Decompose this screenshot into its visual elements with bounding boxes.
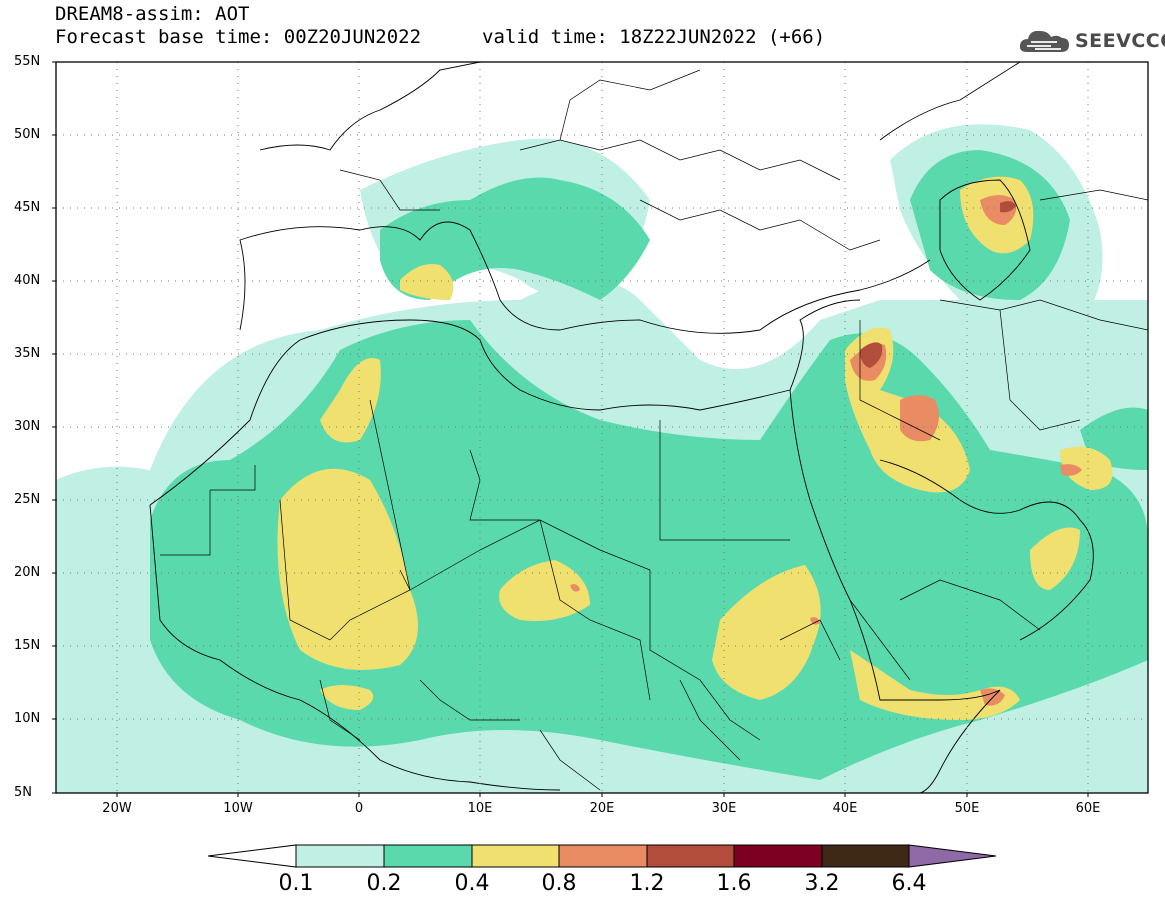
lat-label: 50N (14, 127, 41, 142)
lat-label: 40N (14, 273, 41, 288)
lat-label: 15N (14, 638, 41, 653)
lat-label: 30N (14, 419, 41, 434)
colorbar-under-arrow (207, 844, 297, 868)
lat-label: 10N (14, 711, 41, 726)
lat-label: 55N (14, 54, 41, 69)
lon-label: 10W (223, 801, 253, 816)
colorbar-swatch-0.8 (558, 844, 648, 868)
lon-label: 20W (102, 801, 132, 816)
logo-text: SEEVCCC (1075, 30, 1165, 52)
lat-label: 20N (14, 565, 41, 580)
colorbar-label: 3.2 (804, 871, 840, 896)
axis-ticks (52, 61, 1089, 797)
colorbar-swatch-1.6 (733, 844, 823, 868)
seevccc-logo: SEEVCCC (1017, 26, 1165, 56)
lon-label: 30E (711, 801, 737, 816)
country-borders (160, 69, 1148, 791)
colorbar-label: 0.1 (278, 871, 314, 896)
lon-label: 40E (832, 801, 858, 816)
colorbar-swatch-0.4 (471, 844, 560, 868)
lon-label: 50E (954, 801, 980, 816)
forecast-base-time: Forecast base time: 00Z20JUN2022 (55, 26, 422, 48)
colorbar (207, 844, 997, 868)
map-title: DREAM8-assim: AOT (55, 3, 250, 25)
colorbar-swatch-0.2 (383, 844, 473, 868)
lat-label: 35N (14, 346, 41, 361)
lon-label: 0 (354, 801, 364, 816)
valid-time: valid time: 18Z22JUN2022 (+66) (482, 26, 826, 48)
colorbar-swatch-1.2 (646, 844, 735, 868)
colorbar-label: 0.2 (366, 871, 402, 896)
aot-level-0.4 (277, 176, 1113, 720)
colorbar-label: 0.8 (541, 871, 577, 896)
coastlines (149, 62, 1094, 793)
lon-label: 10E (467, 801, 493, 816)
colorbar-label: 1.6 (716, 871, 752, 896)
colorbar-label: 6.4 (891, 871, 927, 896)
lat-label: 45N (14, 200, 41, 215)
lon-label: 60E (1075, 801, 1101, 816)
colorbar-swatch-3.2 (821, 844, 910, 868)
colorbar-over-arrow (908, 844, 997, 868)
aot-level-1.2 (860, 201, 1016, 368)
lat-label: 25N (14, 492, 41, 507)
cloud-icon (1019, 30, 1069, 52)
aot-field (56, 62, 1148, 793)
colorbar-swatch-0.1 (295, 844, 385, 868)
grid-lines (56, 62, 1148, 793)
lat-label: 5N (14, 785, 32, 800)
colorbar-label: 1.2 (629, 871, 665, 896)
colorbar-label: 0.4 (454, 871, 490, 896)
lon-label: 20E (589, 801, 615, 816)
